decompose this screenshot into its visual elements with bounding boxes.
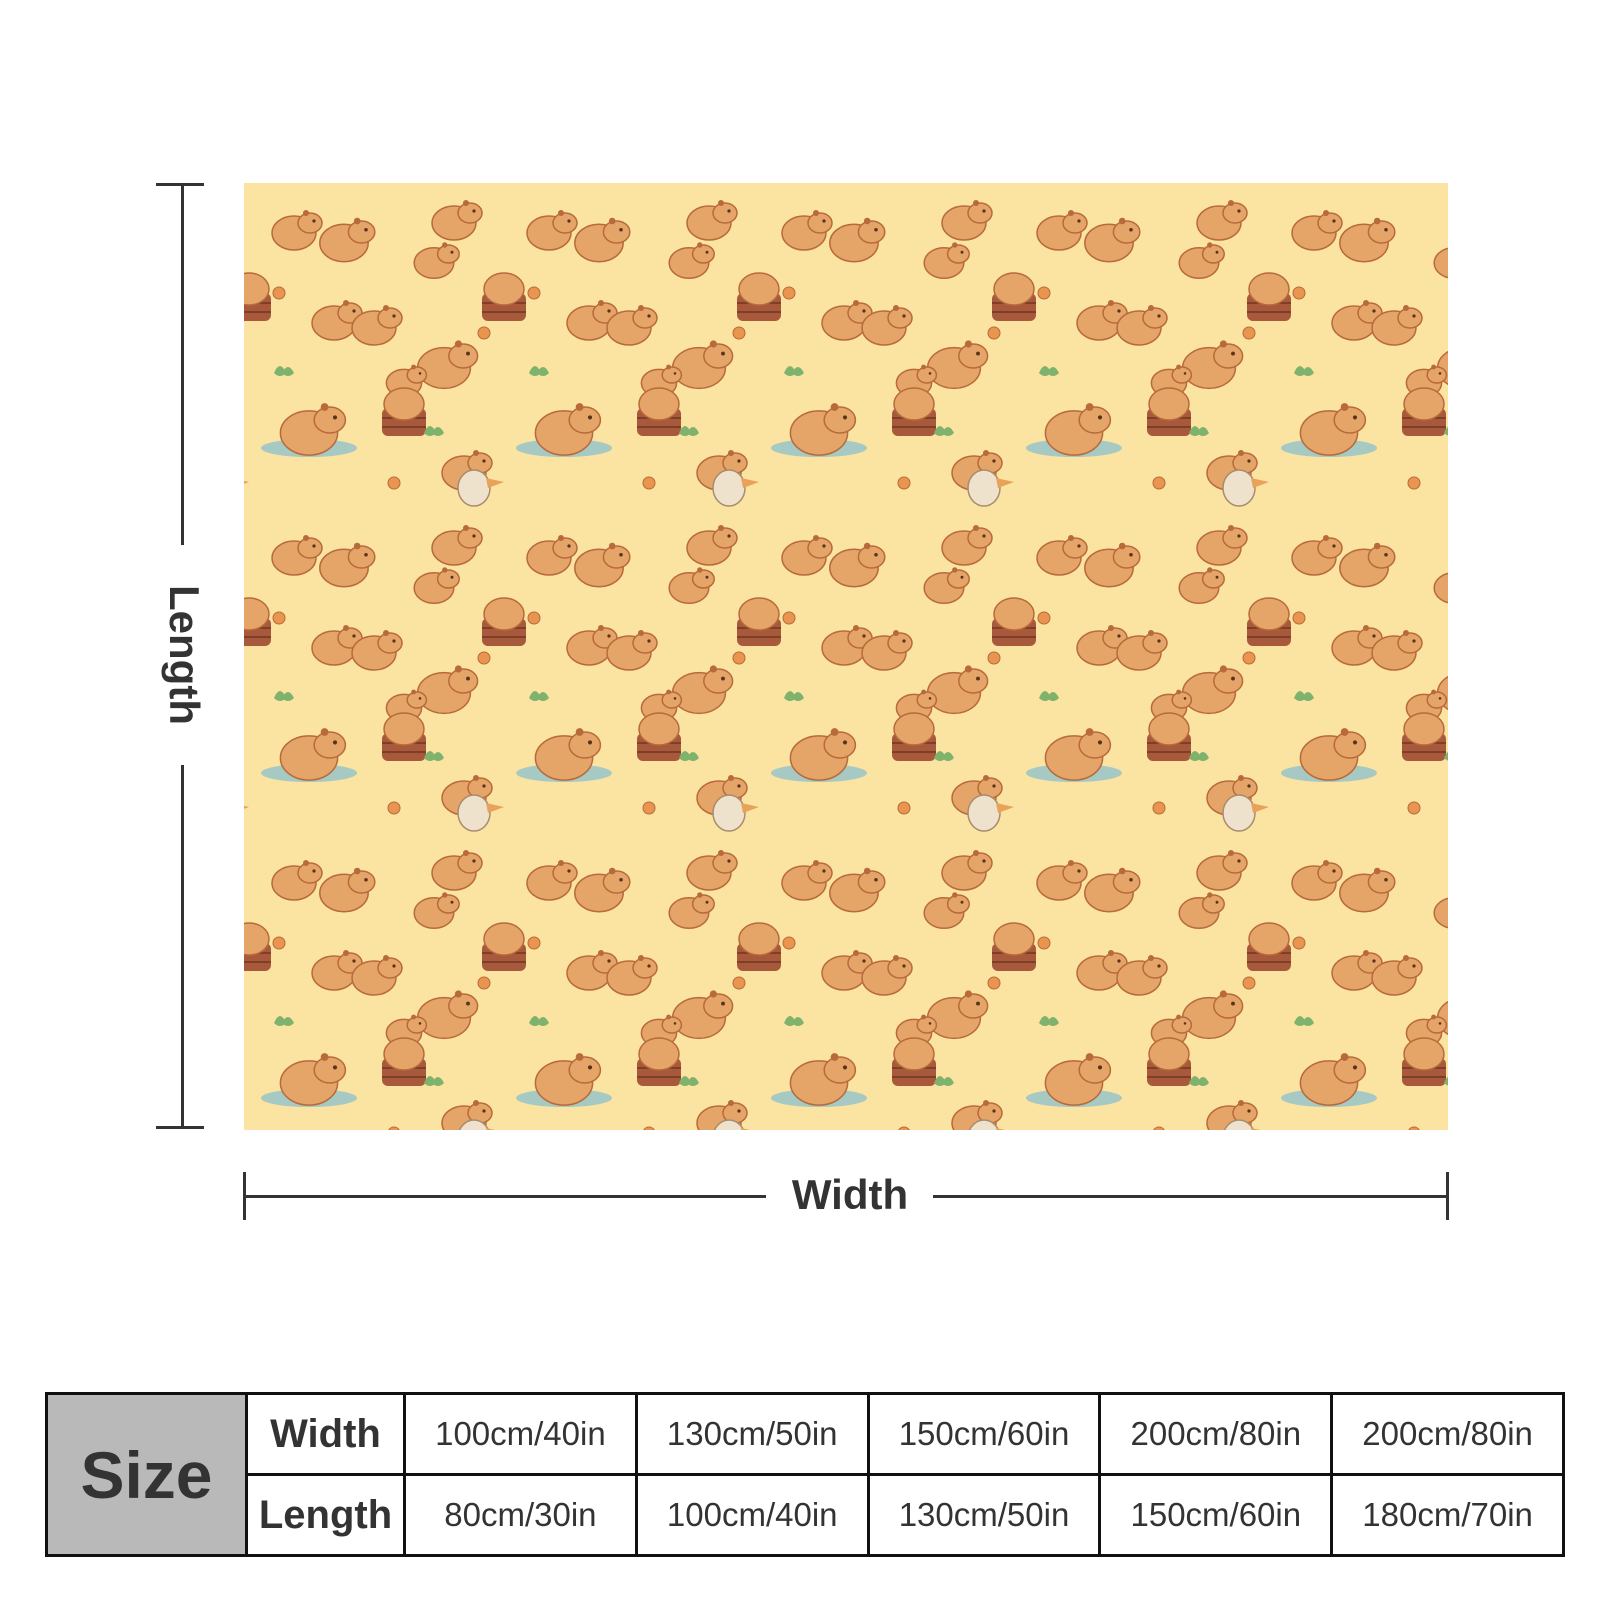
- table-cell: 130cm/50in: [634, 1392, 870, 1476]
- width-dimension-line-right: [933, 1195, 1448, 1198]
- size-row-length: Length 80cm/30in 100cm/40in 130cm/50in 1…: [47, 1473, 1565, 1557]
- pattern-tile: [244, 272, 271, 484]
- length-dimension-cap-top: [156, 183, 204, 186]
- length-label: Length: [159, 545, 209, 765]
- width-dimension-line: [244, 1195, 766, 1198]
- pattern-tile: [1026, 525, 1291, 832]
- table-cell: 130cm/50in: [866, 1473, 1102, 1557]
- length-dimension-cap-bottom: [156, 1126, 204, 1129]
- size-table: Size Width 100cm/40in 130cm/50in 150cm/6…: [45, 1392, 1565, 1557]
- length-dimension-line-lower: [181, 757, 184, 1128]
- width-label: Width: [791, 1171, 909, 1218]
- row-label-width: Width: [245, 1392, 406, 1476]
- pattern-tile: [771, 850, 1036, 1130]
- blanket-image: [244, 183, 1448, 1130]
- table-cell: 180cm/70in: [1330, 1473, 1565, 1557]
- pattern-tile: [1026, 200, 1291, 507]
- pattern-tile: [244, 922, 271, 971]
- table-cell: 200cm/80in: [1330, 1392, 1565, 1476]
- table-cell: 100cm/40in: [403, 1392, 638, 1476]
- pattern-tile: [771, 525, 1036, 832]
- pattern-tile: [1281, 210, 1448, 490]
- pattern-tile: [1026, 850, 1291, 1130]
- size-row-width: Size Width 100cm/40in 130cm/50in 150cm/6…: [45, 1392, 1565, 1557]
- pattern-tile: [261, 850, 526, 1130]
- width-dimension-cap-right: [1446, 1172, 1449, 1220]
- table-cell: 150cm/60in: [866, 1392, 1102, 1476]
- pattern-tile: [516, 525, 781, 832]
- pattern-tile: [771, 200, 1036, 507]
- row-label-length: Length: [245, 1473, 406, 1557]
- table-cell: 150cm/60in: [1098, 1473, 1334, 1557]
- pattern-tile: [244, 597, 271, 809]
- table-cell: 80cm/30in: [403, 1473, 638, 1557]
- width-dimension-cap-left: [243, 1172, 246, 1220]
- table-cell: 200cm/80in: [1098, 1392, 1334, 1476]
- pattern-tile: [261, 525, 526, 832]
- length-dimension-line: [181, 185, 184, 555]
- pattern-tile: [1281, 860, 1448, 1130]
- pattern-tile: [261, 200, 526, 507]
- pattern-tile: [516, 200, 781, 507]
- capybara-pattern: [244, 183, 1448, 1130]
- pattern-tile: [1281, 535, 1448, 815]
- table-cell: 100cm/40in: [634, 1473, 870, 1557]
- size-header: Size: [45, 1392, 248, 1557]
- pattern-tile: [516, 850, 781, 1130]
